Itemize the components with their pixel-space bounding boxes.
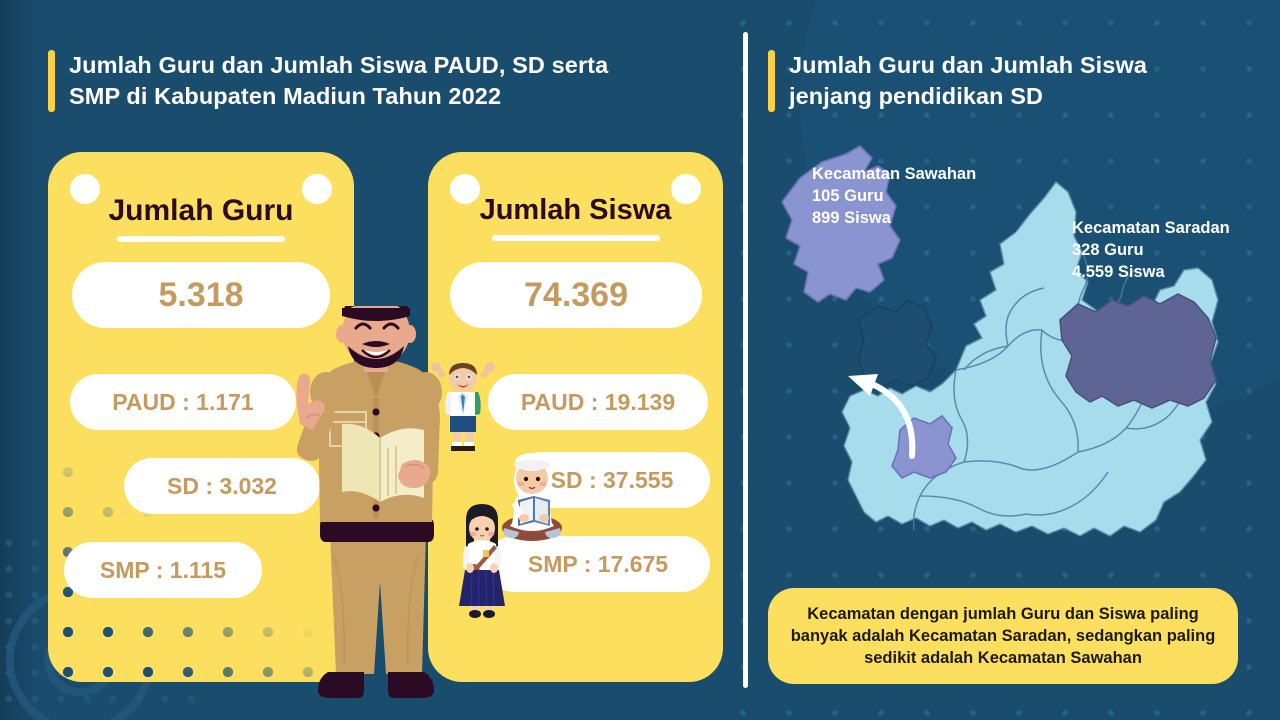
map-label-sawahan-siswa: 899 Siswa: [812, 208, 891, 227]
student-sd-cheer-illustration: [431, 362, 495, 451]
map-pointer-arrow-icon: [848, 374, 916, 459]
guru-smp-pill: SMP : 1.115: [64, 542, 262, 598]
map-caption-box: Kecamatan dengan jumlah Guru dan Siswa p…: [768, 588, 1238, 684]
right-title-line-1: Jumlah Guru dan Jumlah Siswa: [789, 52, 1147, 78]
map-label-saradan-name: Kecamatan Saradan: [1072, 219, 1230, 237]
card-heading-underline: [117, 236, 285, 242]
card-heading-jumlah-guru: Jumlah Guru: [108, 194, 294, 227]
punch-hole-right-icon: [671, 174, 701, 204]
student-smp-girl-illustration: [459, 504, 505, 618]
siswa-paud-pill: PAUD : 19.139: [488, 374, 708, 430]
map-label-sawahan-guru: 105 Guru: [812, 186, 884, 205]
left-title-line-1: Jumlah Guru dan Jumlah Siswa PAUD, SD se…: [69, 52, 609, 78]
left-title-line-2: SMP di Kabupaten Madiun Tahun 2022: [69, 83, 502, 110]
punch-hole-right-icon: [302, 174, 332, 204]
siswa-total-pill: 74.369: [450, 262, 702, 328]
stat-card-jumlah-siswa: Jumlah Siswa 74.369 PAUD : 19.139 SD : 3…: [428, 152, 723, 682]
panel-divider: [743, 32, 748, 688]
right-panel-title: Jumlah Guru dan Jumlah Siswa jenjang pen…: [768, 50, 1238, 113]
right-title-line-2: jenjang pendidikan SD: [789, 83, 1044, 110]
title-accent-bar: [48, 50, 55, 112]
title-accent-bar: [768, 50, 775, 112]
map-label-saradan-siswa: 4.559 Siswa: [1072, 262, 1165, 281]
punch-hole-left-icon: [450, 174, 480, 204]
card-heading-jumlah-siswa: Jumlah Siswa: [479, 194, 672, 226]
student-reading-illustration: [502, 453, 562, 541]
left-panel-title-text: Jumlah Guru dan Jumlah Siswa PAUD, SD se…: [69, 50, 608, 113]
left-panel-title: Jumlah Guru dan Jumlah Siswa PAUD, SD se…: [48, 50, 708, 113]
map-label-sawahan-name: Kecamatan Sawahan: [812, 165, 977, 183]
punch-hole-left-icon: [70, 174, 100, 204]
map-label-saradan: Kecamatan Saradan 328 Guru 4.559 Siswa: [1072, 218, 1230, 284]
map-region-dark-inner: [857, 299, 937, 389]
teacher-illustration: [296, 306, 442, 698]
guru-sd-pill: SD : 3.032: [124, 458, 320, 514]
map-label-sawahan: Kecamatan Sawahan 105 Guru 899 Siswa: [812, 164, 976, 230]
map-container: Kecamatan Sawahan 105 Guru 899 Siswa Kec…: [760, 140, 1272, 570]
siswa-smp-pill: SMP : 17.675: [486, 536, 710, 592]
map-caption-text: Kecamatan dengan jumlah Guru dan Siswa p…: [790, 604, 1216, 668]
right-panel-title-text: Jumlah Guru dan Jumlah Siswa jenjang pen…: [789, 50, 1147, 113]
guru-paud-pill: PAUD : 1.171: [70, 374, 296, 430]
map-region-sawahan-inset[interactable]: [781, 145, 901, 303]
map-region-saradan[interactable]: [1059, 293, 1217, 409]
card-heading-underline: [491, 235, 660, 241]
guru-total-pill: 5.318: [72, 262, 330, 328]
map-label-saradan-guru: 328 Guru: [1072, 240, 1144, 259]
kabupaten-madiun-map: [781, 145, 1219, 537]
